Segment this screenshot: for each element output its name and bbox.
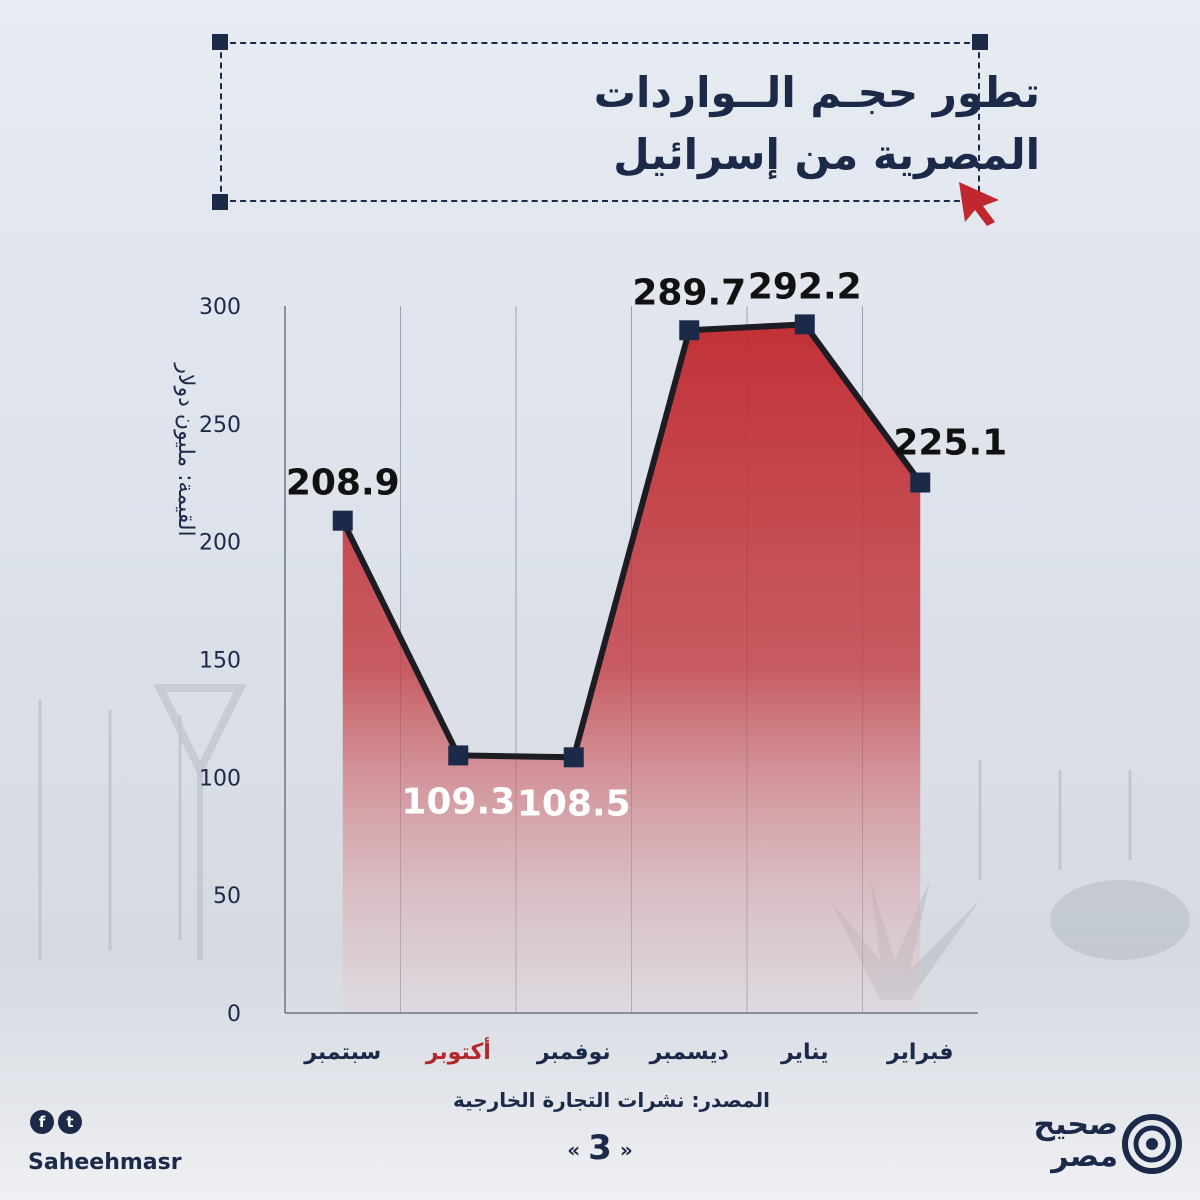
x-tick-label: سبتمبر [303,1040,381,1065]
logo-text-line-1: صحيح [1033,1107,1118,1142]
social-handle[interactable]: Saheehmasr [28,1150,182,1175]
page-indicator: « 3 » [540,1128,660,1172]
data-point [332,510,353,531]
brand-logo: صحيح مصر [1010,1107,1182,1180]
y-axis-label-wrap: القيمة: مليون دولار [160,300,210,600]
title-line-1: تطور حجـم الــواردات [593,68,1040,117]
data-point [448,745,469,766]
y-axis-label: القيمة: مليون دولار [173,362,198,536]
cursor-arrow-icon [959,182,999,226]
area-fill [342,324,921,1014]
frame-corner-bl [212,194,228,210]
facebook-icon[interactable]: f [30,1110,54,1134]
frame-corner-tr [972,34,988,50]
next-page-icon[interactable]: » [619,1137,633,1162]
data-label: 289.7 [632,272,746,313]
y-tick-label: 300 [199,295,241,320]
data-label: 108.5 [517,783,631,824]
prev-page-icon[interactable]: « [567,1137,581,1162]
data-label: 109.3 [401,781,515,822]
data-point [910,472,931,493]
x-tick-label: أكتوبر [425,1036,491,1065]
title-line-2: المصرية من إسرائيل [613,130,1040,179]
x-tick-label: يناير [780,1040,828,1065]
x-tick-label: نوفمبر [536,1040,611,1065]
x-tick-label: فبراير [886,1040,954,1065]
x-tick-label: ديسمبر [649,1040,729,1065]
y-tick-label: 200 [199,531,241,556]
series-line [340,321,923,761]
data-point [794,314,815,335]
frame-corner-tl [212,34,228,50]
data-label: 292.2 [748,266,862,307]
y-tick-label: 100 [199,766,241,791]
data-point [679,320,700,341]
logo-text-line-2: مصر [1051,1139,1118,1174]
data-label: 225.1 [893,423,1007,464]
y-tick-label: 50 [213,884,241,909]
twitter-icon[interactable]: t [58,1110,82,1134]
y-tick-label: 150 [199,649,241,674]
y-tick-label: 0 [227,1002,241,1027]
data-label: 208.9 [286,463,400,504]
logo-target-icon [1122,1114,1182,1174]
source-note: المصدر: نشرات التجارة الخارجية [453,1088,770,1112]
title-frame [220,42,980,202]
page-number: 3 [588,1128,612,1168]
y-tick-label: 250 [199,413,241,438]
data-point [563,747,584,768]
